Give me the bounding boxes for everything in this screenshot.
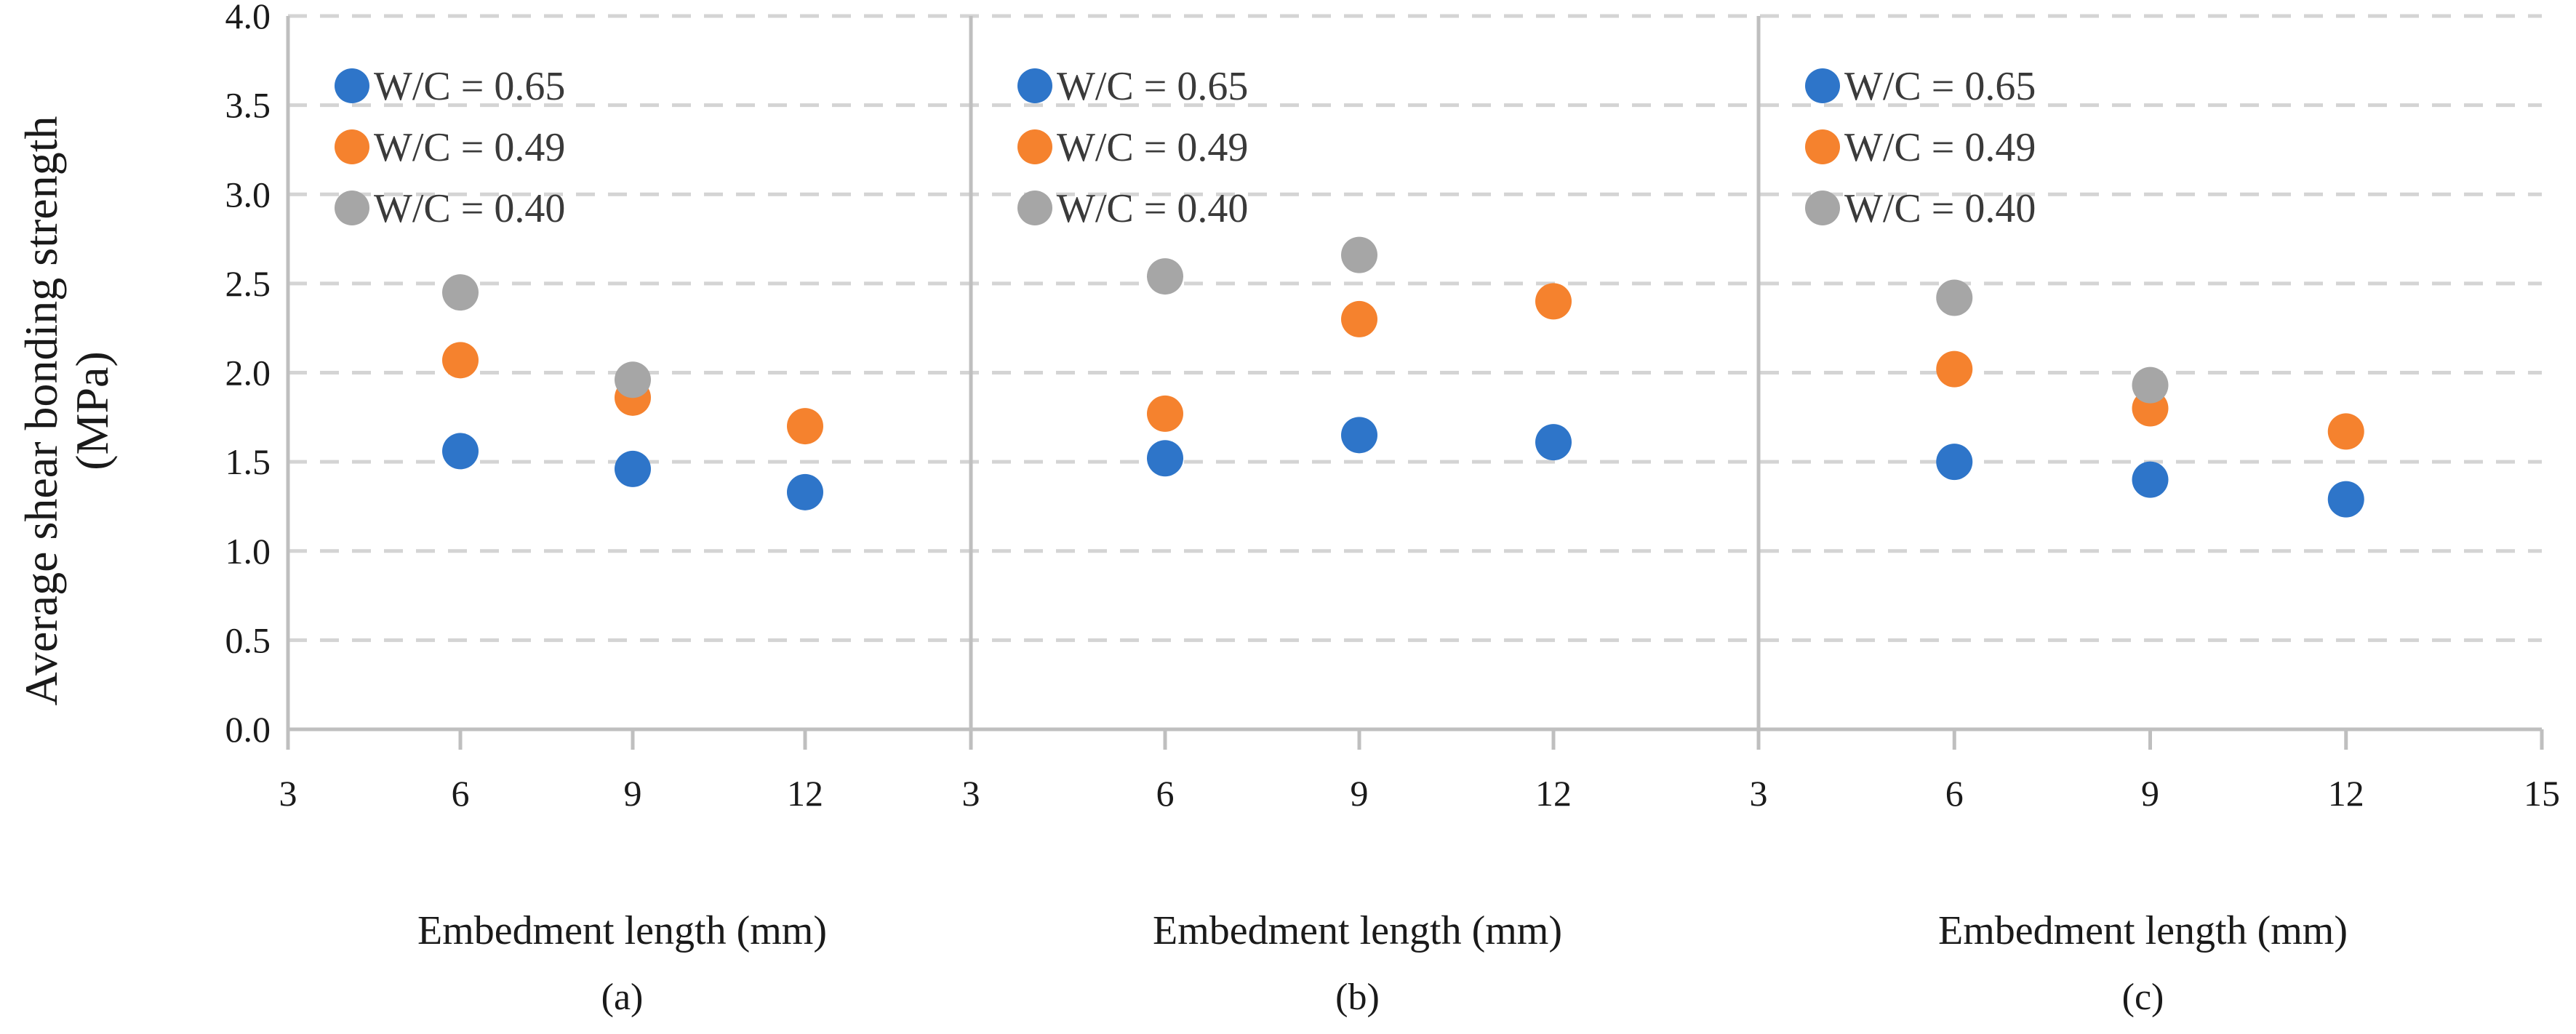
data-point xyxy=(1147,258,1183,295)
x-axis-title: Embedment length (mm) xyxy=(1938,908,2348,953)
x-tick-label: 12 xyxy=(2328,773,2364,814)
data-point xyxy=(442,433,479,470)
legend-label: W/C = 0.40 xyxy=(1057,186,1248,231)
data-point xyxy=(787,473,823,510)
data-point xyxy=(615,450,651,487)
y-tick-label: 4.0 xyxy=(225,0,271,36)
y-tick-label: 3.5 xyxy=(225,85,271,126)
y-tick-label: 0.0 xyxy=(225,709,271,750)
y-axis-ticks: 0.0 0.5 1.0 1.5 2.0 2.5 3.0 3.5 4.0 xyxy=(225,0,271,750)
data-point xyxy=(2132,366,2169,404)
legend-marker xyxy=(1017,129,1052,164)
x-axis-title: Embedment length (mm) xyxy=(417,908,827,953)
data-point xyxy=(1341,417,1377,454)
data-point xyxy=(1341,300,1377,337)
y-axis-title: Average shear bonding strength (MPa) xyxy=(15,116,118,706)
legend-label: W/C = 0.40 xyxy=(374,186,565,231)
x-tick-label: 3 xyxy=(962,773,980,814)
x-tick-label: 12 xyxy=(1535,773,1572,814)
legend-label: W/C = 0.40 xyxy=(1844,186,2036,231)
data-point xyxy=(1341,236,1377,273)
panel-a: 3 6 9 12 W/C = 0.65 W/C = 0.49 W/C = 0.40 Embed… xyxy=(279,16,971,1018)
data-point xyxy=(1535,424,1572,461)
data-point xyxy=(615,361,651,398)
y-axis-title-line1: Average shear bonding strength xyxy=(15,116,67,706)
legend-marker xyxy=(1805,68,1840,103)
x-tick-label: 12 xyxy=(787,773,823,814)
x-tick-label: 9 xyxy=(2141,773,2159,814)
data-point xyxy=(2132,461,2169,498)
data-point xyxy=(442,342,479,379)
panel-label: (b) xyxy=(1335,977,1380,1018)
data-point xyxy=(787,408,823,445)
y-tick-label: 1.5 xyxy=(225,441,271,482)
data-point xyxy=(1936,444,1973,481)
legend-label: W/C = 0.49 xyxy=(1057,125,1248,170)
x-tick-label: 6 xyxy=(1156,773,1175,814)
legend-marker xyxy=(335,129,369,164)
legend-marker xyxy=(335,68,369,103)
legend-label: W/C = 0.65 xyxy=(374,64,565,109)
panel-label: (a) xyxy=(601,977,644,1018)
legend-label: W/C = 0.49 xyxy=(374,125,565,170)
data-point xyxy=(1535,283,1572,320)
legend-marker xyxy=(1805,129,1840,164)
legend-marker xyxy=(1805,191,1840,225)
x-tick-label: 15 xyxy=(2524,773,2560,814)
data-point xyxy=(2327,481,2364,518)
x-tick-label: 9 xyxy=(1351,773,1369,814)
legend-marker xyxy=(1017,191,1052,225)
x-tick-label: 6 xyxy=(452,773,470,814)
panel-c: 3 6 9 12 15 W/C = 0.65 W/C = 0.49 W/C = 0.40 Emb… xyxy=(1750,16,2560,1018)
y-axis-title-line2: (MPa) xyxy=(66,351,118,470)
panel-label: (c) xyxy=(2122,977,2164,1018)
y-tick-label: 2.0 xyxy=(225,353,271,393)
legend-marker xyxy=(1017,68,1052,103)
gridlines xyxy=(288,14,2542,642)
y-tick-label: 1.0 xyxy=(225,531,271,572)
y-tick-label: 2.5 xyxy=(225,263,271,304)
panels: 3 6 9 12 W/C = 0.65 W/C = 0.49 W/C = 0.40 Embed… xyxy=(279,16,2560,1018)
data-point xyxy=(1936,279,1973,316)
legend-label: W/C = 0.49 xyxy=(1844,125,2036,170)
data-point xyxy=(2327,413,2364,450)
x-tick-label: 9 xyxy=(624,773,642,814)
data-point xyxy=(1147,440,1183,477)
data-point xyxy=(1936,350,1973,388)
legend-marker xyxy=(335,191,369,225)
x-tick-label: 6 xyxy=(1945,773,1964,814)
x-tick-label: 3 xyxy=(279,773,297,814)
legend-label: W/C = 0.65 xyxy=(1057,64,1248,109)
x-tick-label: 3 xyxy=(1750,773,1768,814)
data-point xyxy=(1147,395,1183,432)
legend-label: W/C = 0.65 xyxy=(1844,64,2036,109)
data-point xyxy=(442,274,479,311)
panel-b: 3 6 9 12 W/C = 0.65 W/C = 0.49 W/C = 0.40 Embed… xyxy=(962,16,1759,1018)
y-tick-label: 0.5 xyxy=(225,620,271,660)
x-axis-title: Embedment length (mm) xyxy=(1153,908,1562,953)
y-tick-label: 3.0 xyxy=(225,174,271,215)
